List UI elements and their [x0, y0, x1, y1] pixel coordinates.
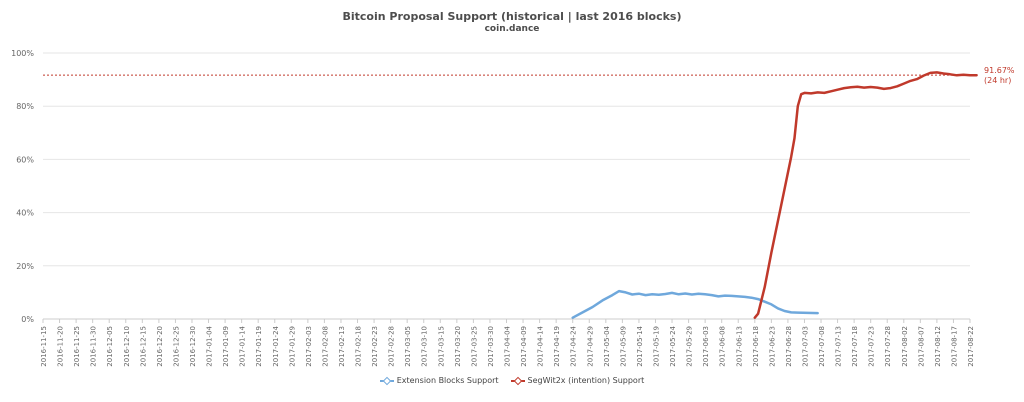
x-tick-label: 2017-02-28 [388, 326, 396, 367]
x-tick-label: 2017-04-24 [570, 325, 578, 366]
x-tick-label: 2016-12-15 [139, 326, 147, 367]
legend-swatch-icon [379, 377, 394, 385]
x-tick-label: 2016-11-15 [40, 326, 48, 367]
x-tick-label: 2017-03-25 [470, 326, 478, 367]
y-tick-label: 40% [16, 209, 34, 218]
x-tick-label: 2017-06-13 [735, 326, 743, 367]
x-tick-label: 2017-04-29 [586, 326, 594, 367]
x-tick-label: 2017-02-23 [371, 326, 379, 367]
x-tick-label: 2017-05-14 [636, 325, 644, 366]
x-axis: 2016-11-15 2016-11-20 2016-11-25 2016-11-30… [40, 319, 975, 367]
legend-label: Extension Blocks Support [396, 376, 499, 385]
legend-item-0[interactable]: Extension Blocks Support [379, 376, 499, 385]
chart-subtitle: coin.dance [484, 24, 540, 34]
x-tick-label: 2017-08-12 [934, 326, 942, 367]
x-tick-label: 2017-06-28 [785, 326, 793, 367]
x-tick-label: 2017-07-23 [868, 326, 876, 367]
x-tick-label: 2017-05-29 [686, 326, 694, 367]
y-tick-label: 80% [16, 102, 34, 111]
reference-line-note-label: (24 hr) [984, 76, 1011, 85]
x-tick-label: 2017-05-19 [652, 326, 660, 367]
x-tick-label: 2016-12-10 [123, 326, 131, 367]
legend-swatch-icon [510, 377, 525, 385]
x-tick-label: 2016-11-25 [73, 326, 81, 367]
x-tick-label: 2017-03-30 [487, 326, 495, 367]
y-axis: 0% 20% 40% 60% 80% 100% [11, 49, 34, 324]
grid-layer [43, 52, 970, 320]
x-tick-label: 2017-01-29 [288, 326, 296, 367]
x-tick-label: 2017-04-09 [520, 326, 528, 367]
x-tick-label: 2017-02-13 [338, 326, 346, 367]
series-line-0 [571, 289, 819, 319]
x-tick-label: 2017-02-08 [321, 326, 329, 367]
x-tick-label: 2017-01-04 [206, 325, 214, 366]
x-tick-label: 2017-07-13 [835, 326, 843, 367]
x-tick-label: 2017-03-20 [454, 326, 462, 367]
y-tick-label: 20% [16, 262, 34, 271]
x-tick-label: 2017-08-07 [917, 326, 925, 367]
y-tick-label: 60% [16, 155, 34, 164]
reference-line-group: 91.67%(24 hr) [43, 66, 1015, 85]
x-tick-label: 2016-12-05 [106, 326, 114, 367]
x-tick-label: 2017-08-17 [950, 326, 958, 367]
x-tick-label: 2017-07-18 [851, 326, 859, 367]
x-tick-label: 2017-01-19 [255, 326, 263, 367]
x-tick-label: 2017-05-24 [669, 325, 677, 366]
x-tick-label: 2017-01-09 [222, 326, 230, 367]
x-tick-label: 2017-03-15 [437, 326, 445, 367]
y-tick-label: 0% [21, 315, 34, 324]
legend-item-1[interactable]: SegWit2x (intention) Support [510, 376, 645, 385]
legend: Extension Blocks Support SegWit2x (intent… [0, 376, 1024, 387]
x-tick-label: 2017-04-04 [504, 325, 512, 366]
x-tick-label: 2017-06-08 [719, 326, 727, 367]
x-tick-label: 2016-12-25 [172, 326, 180, 367]
x-tick-label: 2017-08-02 [901, 326, 909, 367]
x-tick-label: 2017-06-18 [752, 326, 760, 367]
x-tick-label: 2016-12-20 [156, 326, 164, 367]
x-tick-label: 2016-11-30 [90, 326, 98, 367]
series-layer [571, 71, 978, 319]
x-tick-label: 2017-02-18 [355, 326, 363, 367]
chart-title: Bitcoin Proposal Support (historical | l… [342, 10, 682, 23]
x-tick-label: 2016-12-30 [189, 326, 197, 367]
x-tick-label: 2017-06-03 [702, 326, 710, 367]
series-line-1 [753, 71, 978, 319]
reference-line-value-label: 91.67% [984, 66, 1015, 75]
legend-label: SegWit2x (intention) Support [527, 376, 645, 385]
y-tick-label: 100% [11, 49, 34, 58]
x-tick-label: 2017-08-22 [967, 326, 975, 367]
x-tick-label: 2017-03-05 [404, 326, 412, 367]
x-tick-label: 2017-06-23 [768, 326, 776, 367]
x-tick-label: 2017-07-28 [884, 326, 892, 367]
x-tick-label: 2017-01-14 [239, 325, 247, 366]
x-tick-label: 2017-07-08 [818, 326, 826, 367]
x-tick-label: 2017-01-24 [272, 325, 280, 366]
x-tick-label: 2017-03-10 [421, 326, 429, 367]
x-tick-label: 2017-02-03 [305, 326, 313, 367]
x-tick-label: 2017-05-09 [619, 326, 627, 367]
x-tick-label: 2017-07-03 [801, 326, 809, 367]
x-tick-label: 2017-04-14 [537, 325, 545, 366]
x-tick-label: 2017-04-19 [553, 326, 561, 367]
x-tick-label: 2017-05-04 [603, 325, 611, 366]
x-tick-label: 2016-11-20 [57, 326, 65, 367]
